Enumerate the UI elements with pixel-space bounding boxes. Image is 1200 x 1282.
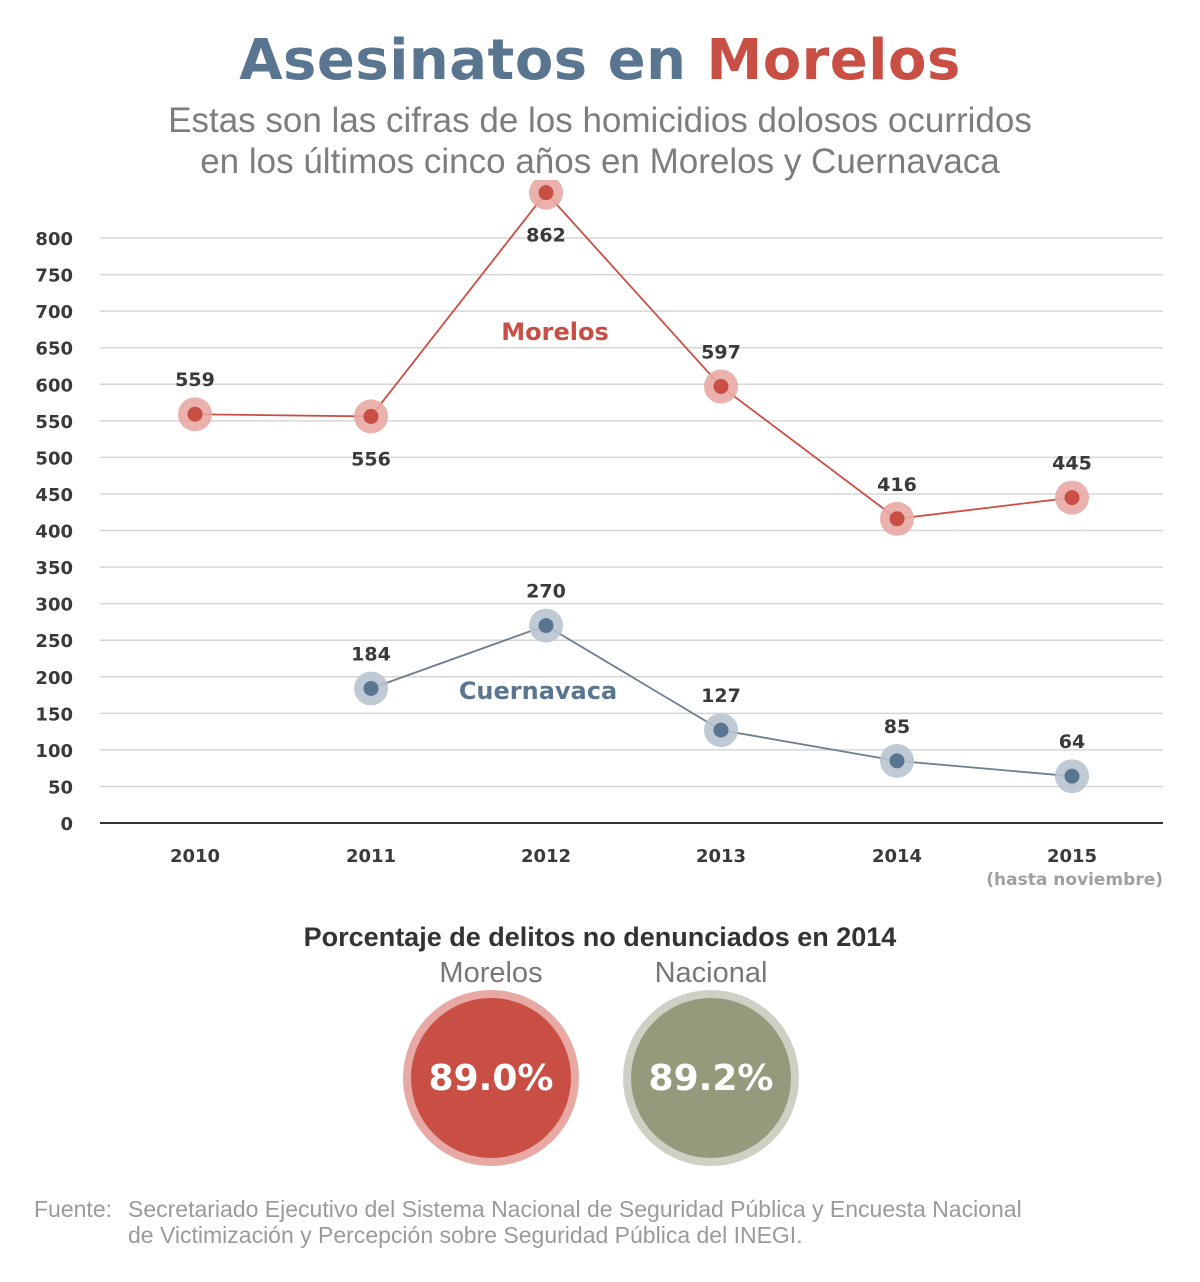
source-text-line-1: Secretariado Ejecutivo del Sistema Nacio…: [128, 1196, 1022, 1222]
data-point-morelos: [187, 406, 203, 422]
x-tick-label: 2015: [1047, 846, 1097, 867]
series-line-morelos: [194, 191, 1073, 520]
source-text: Secretariado Ejecutivo del Sistema Nacio…: [128, 1196, 1178, 1248]
y-tick-label: 200: [35, 668, 73, 689]
x-tick-label: 2012: [521, 846, 571, 867]
data-point-cuernavaca: [889, 753, 905, 769]
data-point-cuernavaca: [538, 618, 554, 634]
y-tick-label: 100: [35, 741, 73, 762]
data-label-morelos: 597: [701, 341, 741, 363]
subtitle: Estas son las cifras de los homicidios d…: [0, 100, 1200, 182]
y-tick-label: 550: [35, 412, 73, 433]
series-layer: [178, 180, 1089, 794]
data-label-morelos: 862: [526, 225, 566, 247]
x-axis-ticks: 2010 2011 2012 2013 2014 2015 (hasta noviembre…: [170, 846, 1163, 890]
data-point-morelos: [538, 185, 554, 201]
data-label-cuernavaca: 85: [884, 716, 910, 738]
circle-label-morelos: Morelos: [439, 957, 543, 989]
data-point-morelos: [363, 408, 379, 424]
title-part-2: Morelos: [706, 28, 961, 93]
line-chart: 0 50 100 150 200 250 300 350 400 450 500 550 600 650 7…: [35, 180, 1163, 890]
data-point-cuernavaca: [363, 680, 379, 696]
data-point-morelos: [1064, 490, 1080, 506]
data-point-morelos: [889, 511, 905, 527]
y-tick-label: 600: [35, 375, 73, 396]
data-label-morelos: 556: [351, 448, 391, 470]
source-text-line-2: de Victimización y Percepción sobre Segu…: [128, 1222, 803, 1248]
percentage-value-morelos: 89.0%: [428, 1057, 554, 1099]
x-tick-label: 2010: [170, 846, 220, 867]
data-labels: 559 556 862 597 416 445 184 270 127 85 64: [175, 225, 1092, 754]
y-tick-label: 650: [35, 339, 73, 360]
percentage-value-nacional: 89.2%: [648, 1057, 774, 1099]
data-point-cuernavaca: [1064, 768, 1080, 784]
circle-label-nacional: Nacional: [654, 957, 768, 989]
y-tick-label: 0: [60, 814, 73, 835]
percentage-circle-morelos: 89.0%: [403, 990, 579, 1166]
data-label-cuernavaca: 64: [1059, 731, 1085, 753]
data-label-morelos: 416: [877, 474, 917, 496]
y-tick-label: 50: [48, 777, 73, 798]
series-label-cuernavaca: Cuernavaca: [459, 677, 617, 705]
series-label-morelos: Morelos: [501, 318, 608, 346]
data-label-cuernavaca: 127: [701, 685, 741, 707]
y-tick-label: 150: [35, 704, 73, 725]
y-tick-label: 400: [35, 522, 73, 543]
grid-lines: [100, 237, 1163, 824]
data-label-cuernavaca: 270: [526, 581, 566, 603]
y-tick-label: 800: [35, 229, 73, 250]
y-axis-ticks: 0 50 100 150 200 250 300 350 400 450 500 550 600 650 7…: [35, 229, 73, 835]
y-tick-label: 500: [35, 448, 73, 469]
data-point-morelos: [713, 378, 729, 394]
percentage-circle-nacional: 89.2%: [623, 990, 799, 1166]
data-point-cuernavaca: [713, 722, 729, 738]
data-label-morelos: 559: [175, 369, 215, 391]
source-label: Fuente:: [34, 1196, 112, 1222]
data-label-morelos: 445: [1052, 453, 1092, 475]
y-tick-label: 750: [35, 266, 73, 287]
y-tick-label: 250: [35, 631, 73, 652]
subtitle-line-1: Estas son las cifras de los homicidios d…: [168, 101, 1032, 140]
y-tick-label: 350: [35, 558, 73, 579]
x-tick-label: 2014: [872, 846, 922, 867]
page-title: Asesinatos en Morelos: [0, 28, 1200, 93]
y-tick-label: 700: [35, 302, 73, 323]
x-tick-label: 2013: [696, 846, 746, 867]
x-tick-label: 2011: [346, 846, 396, 867]
title-part-1: Asesinatos en: [239, 28, 687, 93]
subtitle-line-2: en los últimos cinco años en Morelos y C…: [200, 142, 1000, 181]
secondary-title: Porcentaje de delitos no denunciados en …: [303, 922, 897, 952]
y-tick-label: 300: [35, 595, 73, 616]
y-tick-label: 450: [35, 485, 73, 506]
data-label-cuernavaca: 184: [351, 643, 391, 665]
x-tick-note: (hasta noviembre): [986, 870, 1163, 890]
